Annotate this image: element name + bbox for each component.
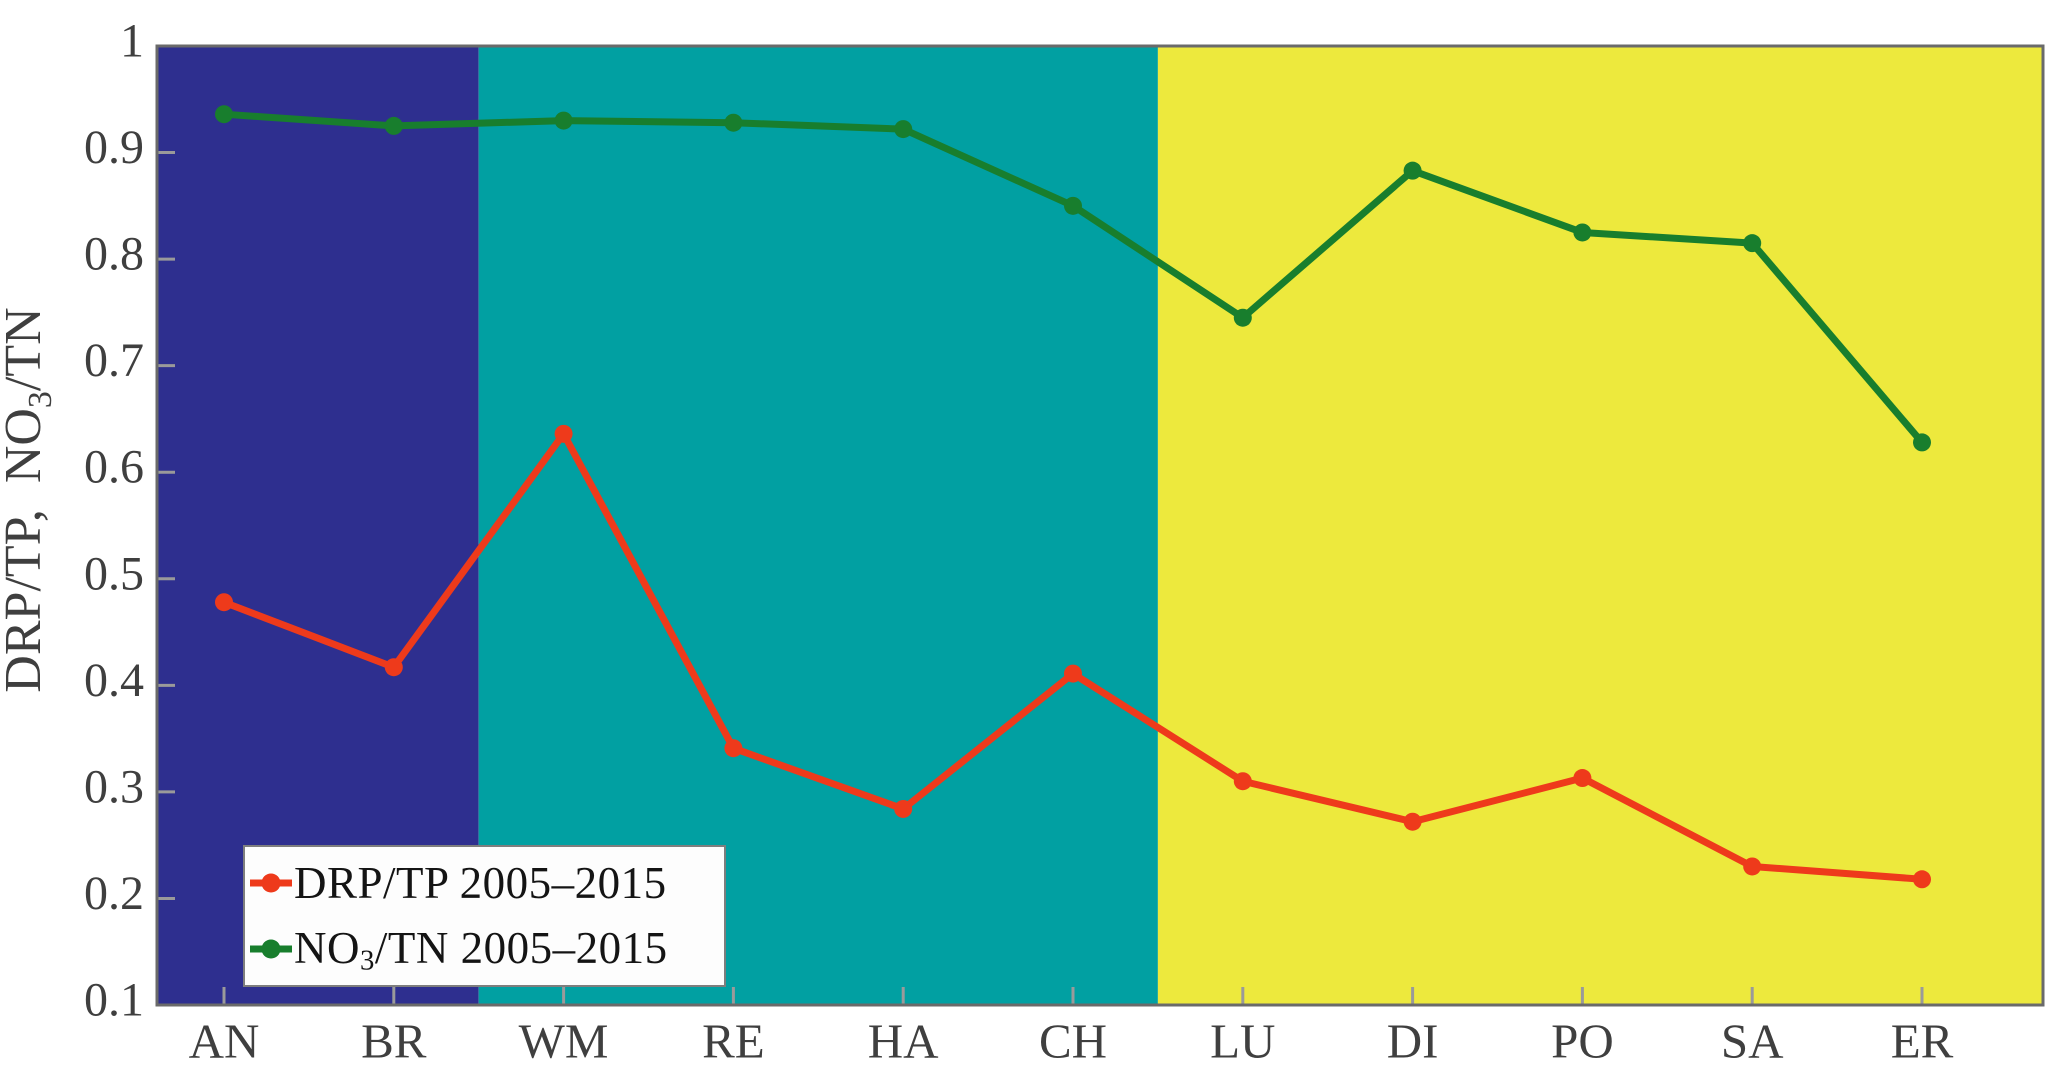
series-0-marker-DI	[1403, 812, 1422, 831]
background-band-2	[1157, 46, 2043, 1005]
series-0-marker-SA	[1743, 857, 1762, 876]
series-1-marker-WM	[554, 111, 573, 130]
series-1-marker-BR	[384, 116, 403, 135]
y-tick-label-0.2: 0.2	[84, 867, 144, 920]
y-tick-label-0.3: 0.3	[84, 760, 144, 813]
y-tick-label-1: 1	[120, 15, 144, 68]
x-tick-label-ER: ER	[1891, 1014, 1954, 1069]
series-1-marker-CH	[1064, 196, 1082, 215]
series-0-marker-ER	[1913, 870, 1931, 889]
legend-item-drp-tp: DRP/TP 2005–2015	[248, 852, 722, 914]
series-0-marker-BR	[384, 658, 403, 677]
y-tick-label-0.4: 0.4	[84, 654, 144, 707]
series-0-marker-LU	[1233, 772, 1252, 791]
series-0-marker-CH	[1064, 664, 1082, 683]
y-tick-label-0.5: 0.5	[84, 547, 144, 600]
series-0-marker-RE	[724, 739, 743, 758]
legend-line-marker-icon	[250, 939, 292, 959]
series-0-marker-HA	[894, 799, 913, 818]
legend-label-drp-tp: DRP/TP 2005–2015	[294, 857, 667, 908]
x-tick-label-WM: WM	[519, 1014, 609, 1069]
series-1-marker-AN	[215, 105, 233, 124]
series-1-marker-RE	[724, 113, 743, 132]
series-1-marker-SA	[1743, 234, 1762, 253]
legend-label-no3-tn: NO3/TN 2005–2015	[294, 923, 668, 977]
y-tick-label-0.7: 0.7	[84, 334, 144, 387]
series-1-marker-PO	[1573, 223, 1592, 242]
x-tick-label-PO: PO	[1551, 1014, 1614, 1069]
y-tick-label-0.6: 0.6	[84, 441, 144, 494]
series-0-marker-WM	[554, 424, 573, 443]
series-1-marker-DI	[1403, 161, 1422, 180]
y-tick-label-0.1: 0.1	[84, 974, 144, 1027]
x-tick-label-SA: SA	[1721, 1014, 1784, 1069]
legend-line-marker-icon	[250, 873, 292, 893]
legend-item-no3-tn: NO3/TN 2005–2015	[248, 918, 722, 980]
x-tick-label-CH: CH	[1039, 1014, 1107, 1069]
x-tick-label-AN: AN	[189, 1014, 260, 1069]
x-tick-label-DI: DI	[1387, 1014, 1439, 1069]
y-axis-label: DRP/TP, NO3/TN	[0, 307, 59, 692]
series-0-marker-PO	[1573, 769, 1592, 788]
series-1-marker-HA	[894, 120, 913, 139]
plot-frame	[155, 44, 2045, 1007]
series-1-marker-LU	[1233, 308, 1252, 327]
series-1-marker-ER	[1913, 433, 1931, 452]
x-tick-label-RE: RE	[702, 1014, 765, 1069]
legend: DRP/TP 2005–2015 NO3/TN 2005–2015	[243, 845, 726, 987]
x-tick-label-BR: BR	[361, 1014, 427, 1069]
series-0-marker-AN	[215, 593, 233, 612]
y-tick-label-0.9: 0.9	[84, 121, 144, 174]
x-tick-label-HA: HA	[868, 1014, 939, 1069]
x-tick-label-LU: LU	[1210, 1014, 1275, 1069]
y-tick-label-0.8: 0.8	[84, 228, 144, 281]
